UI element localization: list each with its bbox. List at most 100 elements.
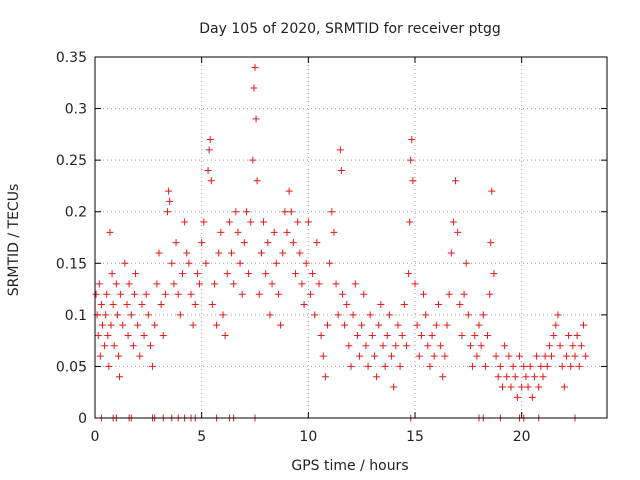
data-point	[149, 362, 157, 370]
data-point	[533, 352, 541, 360]
data-point	[208, 301, 216, 309]
data-point	[366, 311, 374, 319]
data-point	[360, 290, 368, 298]
x-axis-ticks: 0 5 10 15 20	[91, 57, 531, 445]
data-point	[362, 342, 370, 350]
x-axis-label: GPS time / hours	[291, 458, 408, 474]
data-point	[136, 352, 144, 360]
data-point	[138, 301, 146, 309]
data-point	[405, 270, 413, 278]
data-point	[351, 280, 359, 288]
data-point	[309, 270, 317, 278]
data-points	[92, 63, 590, 422]
data-point	[336, 146, 344, 154]
data-point	[505, 352, 513, 360]
data-point	[268, 280, 276, 288]
data-point	[134, 321, 142, 329]
data-point	[473, 352, 481, 360]
data-point	[338, 290, 346, 298]
data-point	[193, 270, 201, 278]
data-point	[332, 280, 340, 288]
data-point	[375, 321, 383, 329]
data-point	[176, 311, 184, 319]
data-point	[439, 373, 447, 381]
data-point	[498, 383, 506, 391]
data-point	[573, 331, 581, 339]
data-point	[408, 136, 416, 144]
data-point	[552, 321, 560, 329]
data-point	[112, 280, 120, 288]
data-point	[165, 187, 173, 195]
data-point	[464, 311, 472, 319]
data-point	[125, 280, 133, 288]
data-point	[373, 373, 381, 381]
data-point	[257, 249, 265, 257]
data-point	[110, 342, 118, 350]
data-point	[520, 362, 528, 370]
y-axis-ticks: 0 0.05 0.1 0.15 0.2 0.25 0.3 0.35	[56, 50, 607, 427]
data-point	[571, 352, 579, 360]
data-point	[189, 321, 197, 329]
data-point	[108, 270, 116, 278]
data-point	[522, 373, 530, 381]
data-point	[575, 362, 583, 370]
data-point	[153, 280, 161, 288]
data-point	[460, 290, 468, 298]
data-point	[260, 218, 268, 226]
data-point	[119, 321, 127, 329]
data-point	[129, 342, 137, 350]
data-point	[207, 177, 215, 185]
data-point	[178, 270, 186, 278]
data-point	[379, 342, 387, 350]
data-point	[96, 352, 104, 360]
data-point	[311, 311, 319, 319]
data-point	[347, 362, 355, 370]
y-tick-label: 0	[78, 411, 87, 427]
data-point	[172, 239, 180, 247]
data-point	[370, 352, 378, 360]
data-point	[535, 383, 543, 391]
data-point	[321, 373, 329, 381]
data-point	[225, 218, 233, 226]
data-point	[95, 280, 103, 288]
data-point	[202, 259, 210, 267]
data-point	[349, 311, 357, 319]
data-point	[524, 383, 532, 391]
data-point	[210, 280, 218, 288]
data-point	[253, 177, 261, 185]
data-point	[528, 393, 536, 401]
data-point	[104, 331, 112, 339]
y-axis-label: SRMTID / TECUs	[6, 184, 22, 297]
y-tick-label: 0.3	[65, 102, 87, 118]
data-point	[324, 321, 332, 329]
data-point	[191, 301, 199, 309]
data-point	[117, 290, 125, 298]
data-point	[577, 342, 585, 350]
data-point	[526, 362, 534, 370]
data-point	[247, 218, 255, 226]
data-point	[398, 331, 406, 339]
data-point	[157, 301, 165, 309]
data-point	[302, 259, 310, 267]
data-point	[492, 352, 500, 360]
data-point	[185, 259, 193, 267]
data-point	[142, 290, 150, 298]
data-point	[415, 352, 423, 360]
chart-title: Day 105 of 2020, SRMTID for receiver ptg…	[199, 21, 501, 37]
data-point	[181, 218, 189, 226]
data-point	[479, 311, 487, 319]
data-point	[206, 136, 214, 144]
data-point	[477, 342, 485, 350]
data-point	[319, 352, 327, 360]
data-point	[462, 259, 470, 267]
data-point	[501, 342, 509, 350]
data-point	[277, 321, 285, 329]
data-point	[334, 311, 342, 319]
data-point	[394, 321, 402, 329]
data-point	[368, 331, 376, 339]
data-point	[221, 331, 229, 339]
data-point	[443, 321, 451, 329]
data-point	[420, 290, 428, 298]
data-point	[411, 280, 419, 288]
data-point	[279, 249, 287, 257]
